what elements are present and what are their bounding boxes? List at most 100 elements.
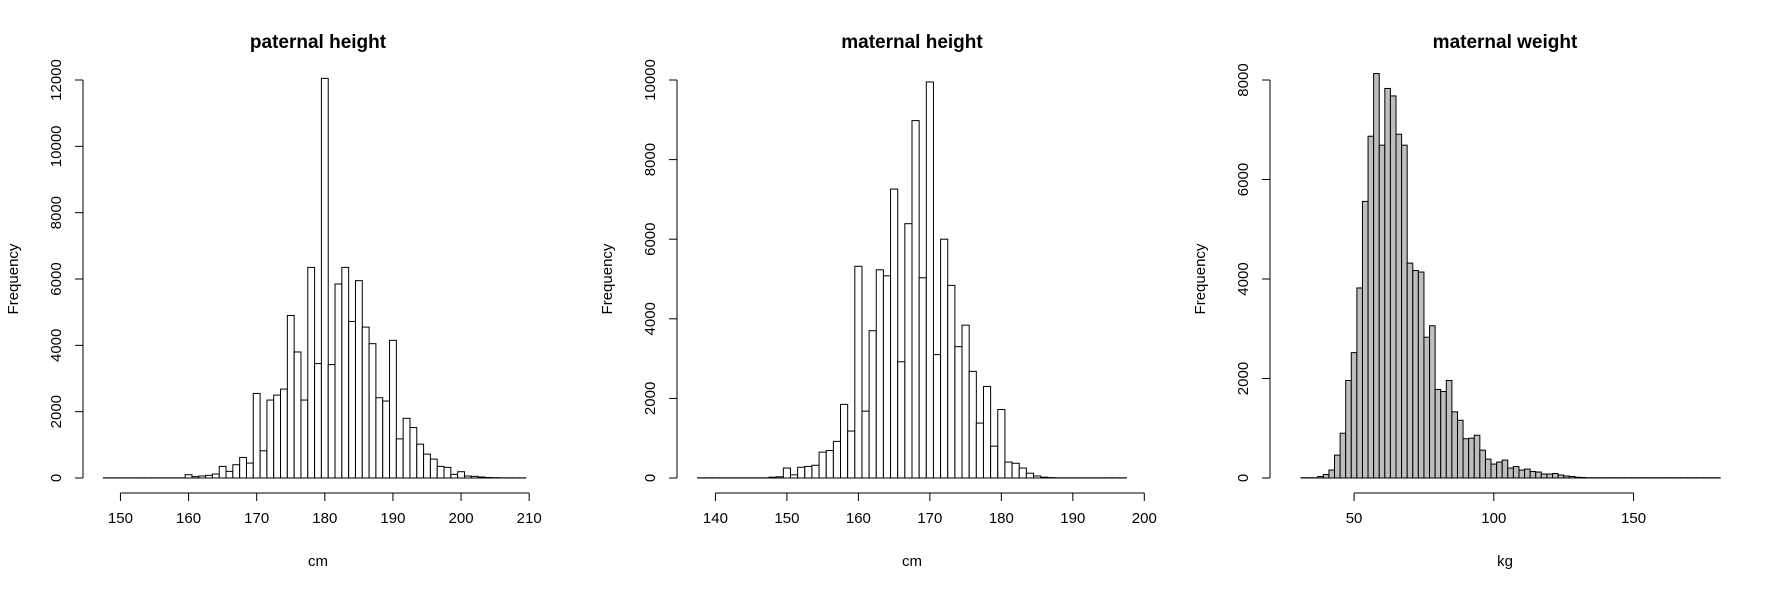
histogram-bar: [1317, 476, 1324, 479]
histogram-bar: [307, 266, 316, 479]
histogram-bar: [1429, 325, 1436, 479]
histogram-bar: [409, 427, 418, 479]
histogram-bar: [395, 438, 404, 479]
histogram-bar: [1040, 476, 1049, 479]
histogram-bar: [1328, 469, 1336, 479]
histogram-bar: [1524, 468, 1531, 479]
histogram-bar: [1356, 287, 1363, 479]
histogram-bar: [1496, 461, 1503, 479]
histogram-bar: [477, 476, 486, 479]
x-tick-label: 160: [846, 510, 871, 527]
histogram-bar: [320, 77, 329, 479]
chart-title: paternal height: [250, 32, 387, 53]
histogram-bar: [997, 409, 1006, 479]
histogram-bar: [1484, 458, 1492, 479]
y-tick-label: 6000: [48, 262, 65, 295]
histogram-bar: [470, 475, 479, 479]
x-tick-label: 50: [1346, 510, 1363, 527]
y-tick-label: 2000: [1235, 362, 1252, 395]
histogram-bar: [975, 422, 984, 479]
histogram-bar: [818, 451, 827, 479]
histogram-bar: [463, 475, 472, 479]
histogram-bar: [890, 188, 899, 479]
histogram-bar: [259, 450, 268, 479]
histogram-bar: [416, 443, 425, 479]
histogram-bar: [1401, 144, 1408, 479]
histogram-bar: [847, 430, 856, 479]
histogram-bar: [1384, 87, 1391, 479]
y-tick-label: 8000: [1235, 63, 1252, 96]
histogram-bar: [1406, 262, 1414, 479]
histogram-bar: [245, 462, 254, 479]
histogram-bar: [1568, 476, 1576, 479]
histogram-bar: [1445, 379, 1453, 479]
histogram-bar: [1563, 475, 1570, 479]
y-tick-label: 4000: [48, 329, 65, 362]
histogram-bar: [205, 474, 213, 479]
x-tick-label: 190: [1060, 510, 1085, 527]
histogram-bar: [341, 266, 350, 479]
histogram-bar: [804, 465, 813, 479]
x-tick-label: 180: [989, 510, 1014, 527]
histogram-bar: [1468, 437, 1475, 479]
histogram-bar: [940, 238, 949, 479]
histogram-bar: [327, 364, 336, 479]
histogram-bar: [1373, 73, 1380, 479]
histogram-bar: [968, 370, 977, 479]
chart-title: maternal height: [841, 32, 983, 53]
x-axis-label: kg: [1497, 553, 1513, 570]
x-tick-label: 140: [703, 510, 728, 527]
histogram-bar: [273, 394, 282, 479]
y-tick-label: 2000: [48, 395, 65, 428]
histogram-bar: [184, 474, 193, 479]
histogram-bar: [811, 464, 820, 479]
histogram-bar: [218, 465, 227, 479]
histogram-bar: [1440, 390, 1447, 479]
histogram-bar: [1512, 466, 1520, 479]
histogram-bar: [191, 476, 200, 479]
histogram-bar: [1018, 467, 1027, 479]
x-tick-label: 150: [774, 510, 799, 527]
histogram-bar: [861, 410, 870, 479]
histogram-bar: [239, 456, 247, 479]
y-tick-label: 4000: [642, 302, 659, 335]
x-axis-label: cm: [308, 553, 328, 570]
x-tick-label: 160: [176, 510, 201, 527]
histogram-bar: [1552, 473, 1559, 479]
histogram-bar: [947, 284, 956, 479]
histogram-bar: [1501, 459, 1509, 479]
y-axis-label: Frequency: [599, 243, 616, 314]
histogram-bar: [211, 473, 220, 479]
x-tick-label: 200: [449, 510, 474, 527]
histogram-bar: [314, 363, 322, 479]
histogram-bar: [1025, 472, 1035, 479]
histogram-bar: [1479, 449, 1486, 479]
histogram-bar: [1546, 473, 1554, 479]
histogram-bar: [300, 399, 309, 479]
histogram-bar: [1507, 467, 1514, 479]
histogram-bar: [1345, 379, 1352, 479]
histogram-bar: [457, 471, 465, 479]
histogram-bar: [1456, 419, 1464, 479]
histogram-bar: [1540, 473, 1548, 479]
histogram-bar: [982, 385, 992, 479]
x-tick-label: 210: [517, 510, 542, 527]
histogram-bar: [443, 466, 452, 479]
histogram-bar: [868, 330, 877, 479]
histogram-bar: [775, 476, 784, 479]
histogram-bar: [334, 283, 343, 479]
histogram-bar: [225, 470, 234, 479]
histogram-bar: [932, 354, 942, 479]
histogram-bar: [1451, 411, 1458, 479]
histogram-bar: [904, 223, 913, 479]
histogram-bar: [1412, 270, 1419, 479]
histogram-bar: [797, 466, 806, 479]
histogram-bar: [450, 473, 459, 479]
histogram-bar: [897, 361, 906, 479]
histogram-bar: [1529, 471, 1537, 479]
histogram-bar: [925, 81, 934, 479]
histogram-bar: [1473, 434, 1481, 479]
histogram-bar: [368, 343, 377, 479]
